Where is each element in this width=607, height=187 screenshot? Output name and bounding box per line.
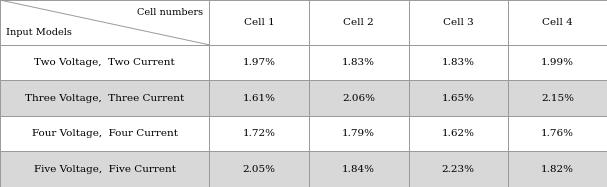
Text: 1.83%: 1.83% xyxy=(342,58,375,67)
Bar xyxy=(0,116,209,151)
Bar xyxy=(508,80,607,116)
Text: Cell 3: Cell 3 xyxy=(443,18,473,27)
Text: Two Voltage,  Two Current: Two Voltage, Two Current xyxy=(35,58,175,67)
Bar xyxy=(508,45,607,80)
Bar xyxy=(309,45,409,80)
Text: Five Voltage,  Five Current: Five Voltage, Five Current xyxy=(34,165,175,174)
Text: 1.99%: 1.99% xyxy=(541,58,574,67)
Bar xyxy=(309,116,409,151)
Bar xyxy=(0,0,209,45)
Text: 1.72%: 1.72% xyxy=(243,129,276,138)
Text: 1.65%: 1.65% xyxy=(442,94,475,103)
Bar xyxy=(209,151,309,187)
Bar xyxy=(409,0,508,45)
Bar xyxy=(0,80,209,116)
Bar xyxy=(0,151,209,187)
Text: Three Voltage,  Three Current: Three Voltage, Three Current xyxy=(25,94,185,103)
Text: 2.05%: 2.05% xyxy=(243,165,276,174)
Text: 1.76%: 1.76% xyxy=(541,129,574,138)
Text: 1.83%: 1.83% xyxy=(442,58,475,67)
Text: 1.97%: 1.97% xyxy=(243,58,276,67)
Text: Cell 2: Cell 2 xyxy=(344,18,374,27)
Text: 2.15%: 2.15% xyxy=(541,94,574,103)
Bar xyxy=(209,0,309,45)
Text: 1.62%: 1.62% xyxy=(442,129,475,138)
Bar xyxy=(409,116,508,151)
Bar xyxy=(209,80,309,116)
Text: Cell 4: Cell 4 xyxy=(542,18,573,27)
Text: Cell numbers: Cell numbers xyxy=(137,8,203,17)
Text: 1.61%: 1.61% xyxy=(243,94,276,103)
Bar xyxy=(0,45,209,80)
Text: Four Voltage,  Four Current: Four Voltage, Four Current xyxy=(32,129,178,138)
Bar xyxy=(209,116,309,151)
Bar xyxy=(508,151,607,187)
Text: 1.82%: 1.82% xyxy=(541,165,574,174)
Text: 2.23%: 2.23% xyxy=(442,165,475,174)
Bar xyxy=(508,116,607,151)
Bar xyxy=(309,80,409,116)
Text: Cell 1: Cell 1 xyxy=(244,18,274,27)
Text: 1.84%: 1.84% xyxy=(342,165,375,174)
Text: 1.79%: 1.79% xyxy=(342,129,375,138)
Text: 2.06%: 2.06% xyxy=(342,94,375,103)
Bar xyxy=(209,45,309,80)
Bar xyxy=(409,151,508,187)
Bar xyxy=(508,0,607,45)
Bar xyxy=(409,45,508,80)
Bar xyxy=(309,0,409,45)
Text: Input Models: Input Models xyxy=(6,28,72,37)
Bar xyxy=(409,80,508,116)
Bar xyxy=(309,151,409,187)
